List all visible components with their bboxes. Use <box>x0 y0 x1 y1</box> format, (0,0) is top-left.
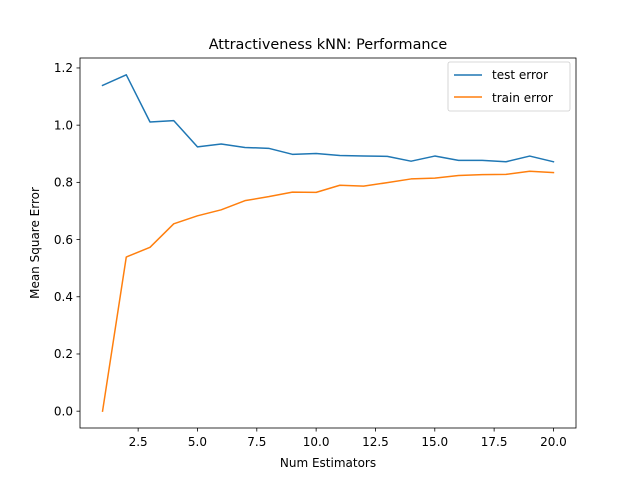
legend-label-train-error: train error <box>492 91 553 105</box>
series-line-train-error <box>101 170 555 413</box>
y-tick-label: 0.6 <box>54 233 73 247</box>
x-axis-title: Num Estimators <box>280 456 376 470</box>
x-tick-label: 2.5 <box>129 435 148 449</box>
x-tick-label: 20.0 <box>540 435 567 449</box>
plot-lines <box>101 74 555 413</box>
legend: test error train error <box>447 61 571 112</box>
y-ticks: 0.0 0.2 0.4 0.6 0.8 1.0 1.2 <box>54 61 80 418</box>
y-axis-title: Mean Square Error <box>28 187 42 299</box>
legend-label-test-error: test error <box>492 68 548 82</box>
x-tick-label: 17.5 <box>481 435 508 449</box>
x-tick-label: 7.5 <box>247 435 266 449</box>
x-ticks: 2.5 5.0 7.5 10.0 12.5 15.0 17.5 20.0 <box>129 428 567 449</box>
y-tick-label: 0.0 <box>54 404 73 418</box>
y-tick-label: 1.0 <box>54 118 73 132</box>
y-tick-label: 0.8 <box>54 176 73 190</box>
y-tick-label: 0.4 <box>54 290 73 304</box>
axes-frame <box>79 57 577 429</box>
y-tick-label: 0.2 <box>54 347 73 361</box>
x-tick-label: 15.0 <box>421 435 448 449</box>
y-tick-label: 1.2 <box>54 61 73 75</box>
x-tick-label: 12.5 <box>362 435 389 449</box>
x-tick-label: 5.0 <box>188 435 207 449</box>
chart-title: Attractiveness kNN: Performance <box>209 37 448 53</box>
series-line-test-error <box>101 74 555 163</box>
x-tick-label: 10.0 <box>303 435 330 449</box>
